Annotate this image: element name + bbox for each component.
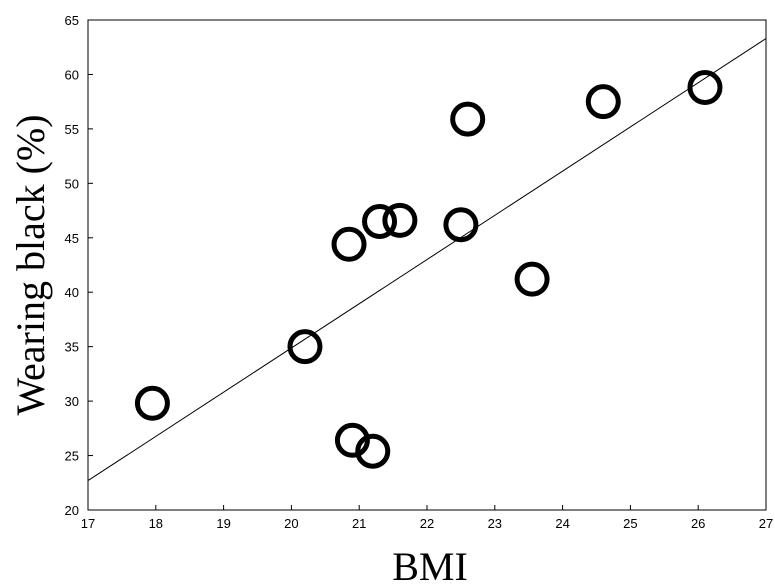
data-point bbox=[382, 202, 418, 238]
x-tick-label: 21 bbox=[352, 516, 366, 531]
y-axis-title: Wearing black (%) bbox=[8, 114, 53, 415]
x-tick-label: 22 bbox=[420, 516, 434, 531]
y-tick-label: 30 bbox=[65, 394, 79, 409]
plot-frame bbox=[87, 19, 767, 511]
x-tick-label: 24 bbox=[555, 516, 569, 531]
data-point bbox=[585, 84, 621, 120]
x-tick-label: 18 bbox=[149, 516, 163, 531]
y-tick-label: 55 bbox=[65, 122, 79, 137]
x-axis-ticks: 17 18 19 20 21 22 23 24 25 26 27 bbox=[81, 505, 773, 531]
x-tick-label: 17 bbox=[81, 516, 95, 531]
x-tick-label: 20 bbox=[284, 516, 298, 531]
y-tick-label: 35 bbox=[65, 340, 79, 355]
y-tick-label: 50 bbox=[65, 176, 79, 191]
y-tick-label: 45 bbox=[65, 231, 79, 246]
data-point bbox=[287, 329, 323, 365]
data-point bbox=[134, 385, 170, 421]
y-tick-label: 25 bbox=[65, 449, 79, 464]
data-point bbox=[331, 226, 367, 262]
data-point bbox=[687, 70, 723, 106]
x-tick-label: 19 bbox=[216, 516, 230, 531]
data-point bbox=[362, 203, 398, 239]
x-tick-label: 25 bbox=[623, 516, 637, 531]
x-tick-label: 23 bbox=[488, 516, 502, 531]
x-axis-title: BMI bbox=[392, 544, 468, 587]
data-point bbox=[443, 207, 479, 243]
y-tick-label: 40 bbox=[65, 285, 79, 300]
data-points bbox=[134, 70, 723, 469]
y-axis-ticks: 20 25 30 35 40 45 50 55 60 65 bbox=[65, 13, 93, 518]
x-tick-label: 26 bbox=[691, 516, 705, 531]
y-tick-label: 65 bbox=[65, 13, 79, 28]
y-tick-label: 60 bbox=[65, 67, 79, 82]
data-point bbox=[514, 261, 550, 297]
data-point bbox=[450, 101, 486, 137]
data-point bbox=[334, 422, 370, 458]
y-tick-label: 20 bbox=[65, 503, 79, 518]
data-point bbox=[355, 433, 391, 469]
regression-line bbox=[87, 38, 767, 482]
plot-area: 17 18 19 20 21 22 23 24 25 26 27 20 25 30 35 40 45 50 55 6… bbox=[65, 13, 774, 531]
x-tick-label: 27 bbox=[759, 516, 773, 531]
